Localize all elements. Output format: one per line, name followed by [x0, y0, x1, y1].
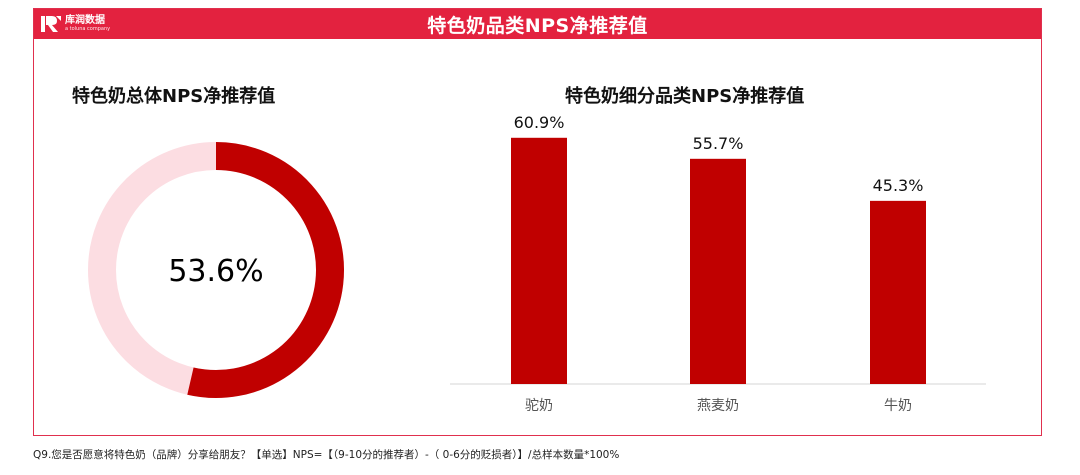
- donut-chart: 53.6%: [88, 142, 344, 398]
- x-tick-label: 驼奶: [525, 397, 553, 414]
- logo: 库润数据 a toluna company: [40, 14, 110, 34]
- kr-logo-icon: [41, 16, 61, 32]
- header-bar: 库润数据 a toluna company 特色奶品类NPS净推荐值: [34, 9, 1041, 39]
- x-tick-label: 牛奶: [884, 398, 912, 414]
- bar-chart-title: 特色奶细分品类NPS净推荐值: [565, 86, 805, 107]
- logo-subtitle: a toluna company: [65, 26, 111, 32]
- bar-chart: 60.9% 驼奶 55.7% 燕麦奶 45.3% 牛奶: [450, 113, 986, 414]
- logo-name: 库润数据: [65, 15, 105, 26]
- page-title: 特色奶品类NPS净推荐值: [427, 14, 648, 37]
- bar-data-label: 60.9%: [514, 113, 565, 132]
- footnote: Q9.您是否愿意将特色奶（品牌）分享给朋友？【单选】NPS=【（9-10分的推荐…: [33, 449, 620, 461]
- bar: [870, 200, 926, 384]
- donut-slice: [187, 142, 344, 398]
- bar: [690, 158, 746, 384]
- donut-value-label: 53.6%: [168, 254, 263, 289]
- x-tick-label: 燕麦奶: [697, 398, 739, 414]
- bar-data-label: 45.3%: [873, 176, 924, 195]
- bar: [511, 137, 567, 384]
- bar-data-label: 55.7%: [693, 134, 744, 153]
- donut-chart-title: 特色奶总体NPS净推荐值: [72, 86, 276, 107]
